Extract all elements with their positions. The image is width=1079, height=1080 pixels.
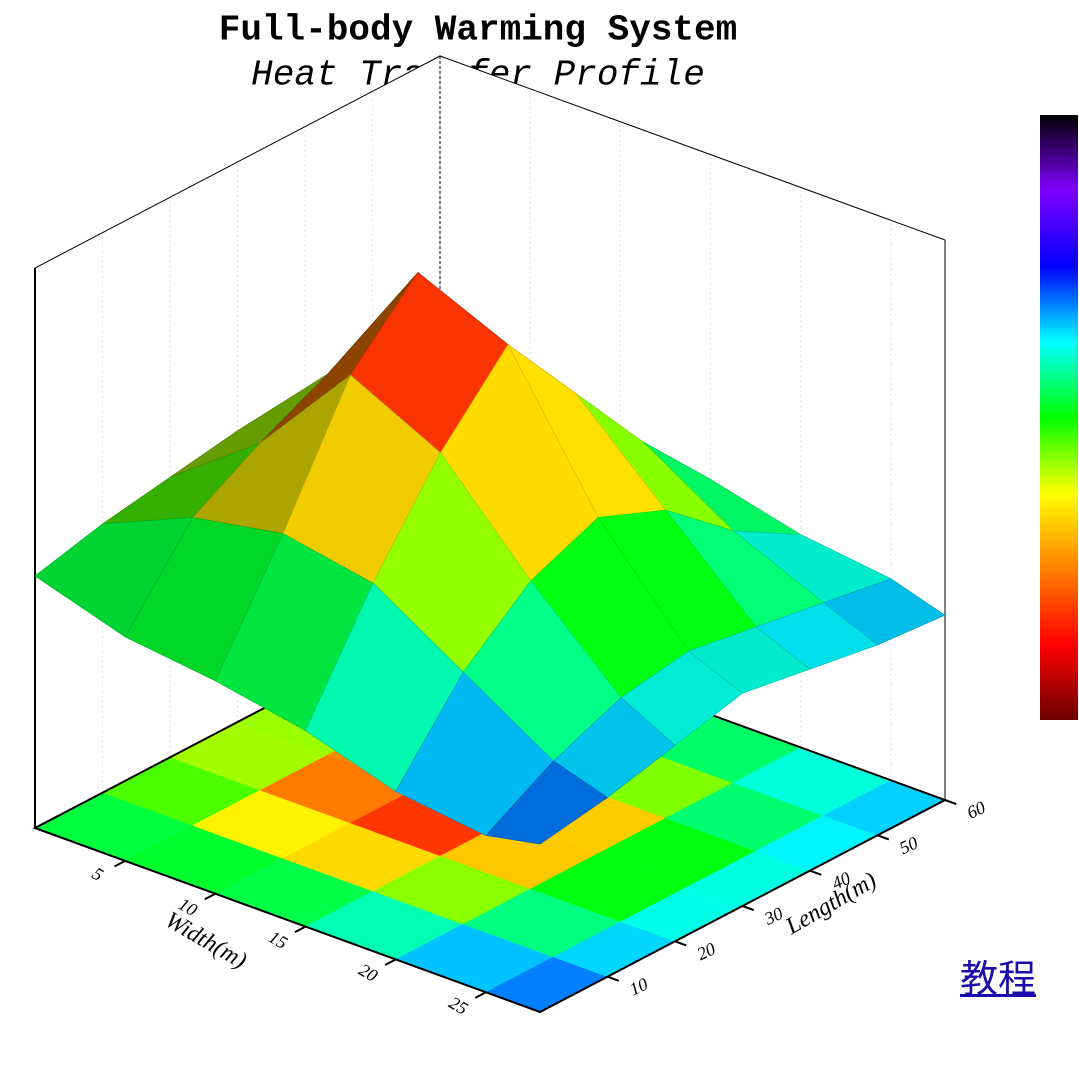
- tutorial-link[interactable]: 教程: [960, 957, 1037, 1001]
- surface-cell: [485, 760, 609, 845]
- y-tick-label: 10: [626, 974, 651, 1000]
- y-tick: [809, 869, 822, 876]
- x-axis-label: Width(m): [161, 907, 251, 974]
- x-tick: [384, 958, 397, 966]
- y-tick: [607, 975, 620, 982]
- x-tick-label: 5: [89, 863, 107, 885]
- x-tick: [294, 925, 306, 934]
- x-tick: [474, 991, 487, 999]
- x-tick-label: 15: [265, 927, 291, 953]
- x-tick: [114, 859, 126, 868]
- y-tick-label: 60: [964, 797, 989, 823]
- y-tick-label: 50: [896, 832, 921, 858]
- y-tick: [674, 940, 687, 947]
- chart-title: Full-body Warming System: [219, 10, 737, 51]
- y-tick: [944, 799, 957, 806]
- colorbar: [1040, 115, 1078, 720]
- x-tick: [204, 892, 216, 901]
- x-tick-label: 25: [446, 992, 472, 1018]
- y-tick: [742, 905, 755, 912]
- y-tick-label: 20: [694, 938, 719, 964]
- x-tick-label: 20: [356, 959, 382, 985]
- y-tick: [877, 834, 890, 841]
